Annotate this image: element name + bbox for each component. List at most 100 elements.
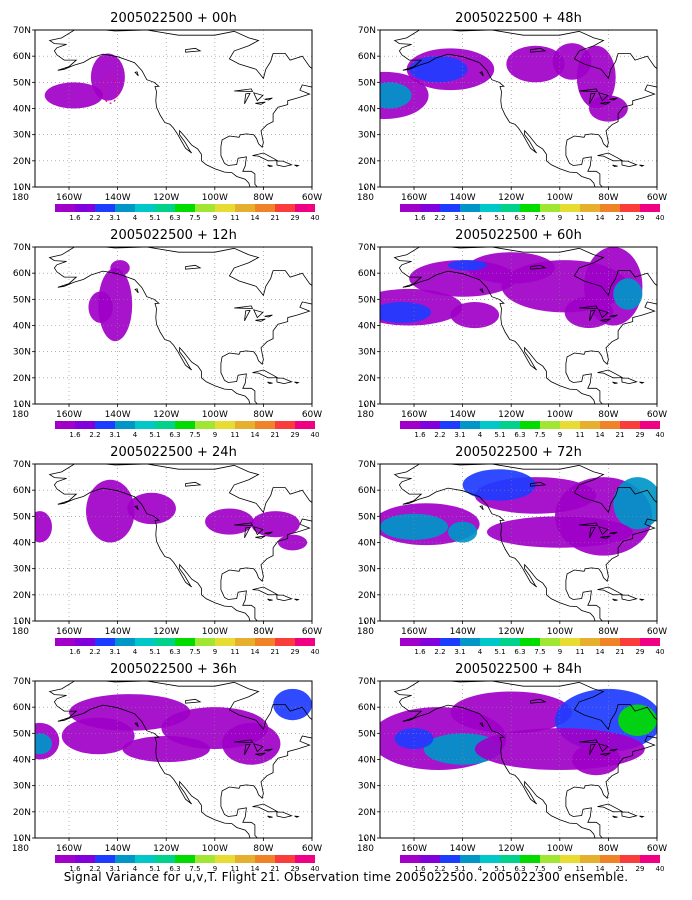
lon-tick-label: 60W: [647, 627, 667, 637]
coastline: [311, 247, 312, 248]
lon-tick-label: 140W: [105, 627, 131, 637]
coastline: [589, 92, 596, 104]
coastline: [255, 318, 266, 322]
coastline: [267, 815, 273, 819]
lat-tick-label: 20N: [13, 374, 31, 384]
coastline: [579, 739, 599, 743]
colorbar-label: 40: [656, 648, 665, 656]
colorbar-swatch: [560, 204, 580, 212]
lon-tick-label: 60W: [647, 193, 667, 203]
coastline: [252, 526, 264, 536]
colorbar-label: 40: [311, 214, 320, 222]
lat-tick-label: 40N: [358, 756, 376, 766]
coastline: [479, 722, 484, 728]
colorbar-label: 3.1: [454, 648, 465, 656]
lon-tick-label: 120W: [153, 193, 179, 203]
lat-tick-label: 40N: [358, 322, 376, 332]
coastline: [597, 92, 609, 102]
colorbar-swatch: [95, 421, 115, 429]
lon-tick-label: 180: [357, 627, 374, 637]
coastline: [530, 47, 547, 53]
colorbar-swatch: [75, 204, 95, 212]
colorbar-swatch: [480, 421, 500, 429]
colorbar-swatch: [215, 855, 235, 863]
coastline: [621, 811, 638, 819]
lat-tick-label: 10N: [358, 400, 376, 410]
colorbar-label: 11: [231, 431, 240, 439]
lon-tick-label: 180: [357, 844, 374, 854]
lon-tick-label: 160W: [56, 627, 82, 637]
colorbar-swatch: [55, 638, 75, 646]
shaded-region: [613, 278, 643, 310]
coastline: [264, 531, 273, 535]
colorbar-label: 14: [596, 214, 605, 222]
lon-tick-label: 120W: [498, 844, 524, 854]
map-panel: 2005022500 + 24h 70N 60N 50N 40N 30N 20N 10N180…: [12, 445, 322, 656]
colorbar-swatch: [620, 204, 640, 212]
lon-tick-label: 60W: [302, 410, 322, 420]
lat-tick-label: 30N: [13, 782, 31, 792]
panel-title: 2005022500 + 48h: [455, 11, 582, 26]
colorbar-swatch: [420, 421, 440, 429]
shaded-region: [380, 82, 412, 109]
colorbar-swatch: [400, 855, 420, 863]
lon-tick-label: 80W: [253, 844, 273, 854]
colorbar-swatch: [520, 204, 540, 212]
colorbar-swatch: [600, 638, 620, 646]
coastline: [393, 464, 657, 621]
coastline: [267, 164, 273, 168]
colorbar-label: 14: [251, 214, 260, 222]
variance-field: [380, 688, 657, 776]
colorbar-label: 4: [133, 431, 138, 439]
colorbar-label: 3.1: [454, 214, 465, 222]
colorbar-label: 6.3: [169, 865, 180, 873]
coastline: [393, 247, 657, 404]
coastline: [134, 71, 139, 77]
coastline: [264, 748, 273, 752]
lat-tick-label: 20N: [358, 591, 376, 601]
coastline: [48, 30, 312, 187]
colorbar-swatch: [460, 638, 480, 646]
colorbar-swatch: [155, 421, 175, 429]
colorbar-swatch: [255, 638, 275, 646]
lon-tick-label: 60W: [302, 844, 322, 854]
coastline: [609, 97, 618, 101]
colorbar-label: 4: [478, 431, 483, 439]
lat-tick-label: 40N: [13, 539, 31, 549]
lon-tick-label: 80W: [253, 627, 273, 637]
lon-tick-label: 100W: [547, 627, 573, 637]
colorbar-label: 9: [213, 865, 217, 873]
colorbar-label: 1.6: [414, 214, 426, 222]
lat-tick-label: 10N: [13, 183, 31, 193]
shaded-region: [564, 296, 614, 329]
shaded-region: [86, 479, 135, 543]
colorbar-swatch: [275, 204, 295, 212]
lat-tick-label: 70N: [358, 677, 376, 687]
colorbar-label: 40: [656, 865, 665, 873]
colorbar-swatch: [75, 638, 95, 646]
lat-tick-label: 60N: [358, 486, 376, 496]
colorbar-label: 5.1: [149, 648, 160, 656]
coastline: [656, 681, 657, 682]
colorbar-swatch: [440, 855, 460, 863]
coastline: [48, 247, 312, 404]
colorbar-label: 40: [311, 648, 320, 656]
shaded-region: [618, 704, 657, 736]
colorbar-swatch: [235, 855, 255, 863]
colorbar-swatch: [195, 204, 215, 212]
map-background: [35, 247, 312, 404]
lon-tick-label: 140W: [105, 193, 131, 203]
lat-tick-label: 60N: [13, 486, 31, 496]
lat-tick-label: 50N: [13, 78, 31, 88]
colorbar-swatch: [55, 204, 75, 212]
colorbar-swatch: [420, 638, 440, 646]
colorbar-label: 9: [558, 431, 562, 439]
coastline: [609, 314, 618, 318]
colorbar-label: 6.3: [169, 648, 180, 656]
lat-tick-label: 20N: [358, 808, 376, 818]
lat-tick-label: 40N: [13, 322, 31, 332]
map-background: [35, 30, 312, 187]
coastline: [255, 535, 266, 539]
coastline: [255, 101, 266, 105]
colorbar-label: 1.6: [69, 214, 81, 222]
